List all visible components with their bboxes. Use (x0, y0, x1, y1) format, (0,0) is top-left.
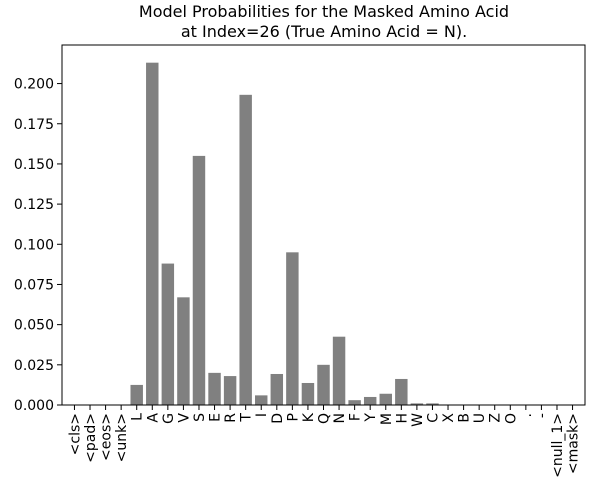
x-tick-label: Q (317, 413, 333, 424)
y-tick-label: 0.175 (14, 117, 54, 133)
bar (379, 393, 392, 405)
x-tick-label: G (161, 413, 177, 424)
bar (270, 373, 284, 405)
x-tick-label: - (534, 413, 550, 418)
plot-frame (61, 44, 586, 406)
x-tick-label: <cls> (67, 413, 83, 455)
x-tick-label: H (394, 413, 410, 424)
x-tick-label: C (425, 413, 441, 423)
bar (161, 263, 175, 405)
bar (317, 364, 330, 405)
x-tick-label: F (348, 413, 364, 421)
y-tick-label: 0.125 (14, 197, 54, 213)
bar (332, 336, 346, 405)
x-tick-label: U (472, 413, 488, 423)
y-tick-label: 0.025 (14, 358, 54, 374)
x-tick-label: R (223, 413, 239, 423)
x-tick-label: I (254, 413, 270, 417)
x-tick-label: B (457, 413, 473, 423)
x-tick-label: <pad> (83, 413, 99, 463)
bar (192, 155, 206, 405)
bar (146, 62, 159, 406)
y-tick-label: 0.150 (14, 157, 54, 173)
x-tick-label: Z (488, 413, 504, 423)
x-tick-label: . (519, 413, 535, 417)
x-tick-label: <unk> (114, 413, 130, 462)
bar (239, 94, 252, 406)
bar (130, 384, 143, 405)
bar (395, 378, 408, 405)
x-tick-label: L (130, 413, 146, 421)
x-tick-label: N (332, 413, 348, 423)
x-tick-label: D (270, 413, 286, 424)
x-tick-label: Y (363, 413, 379, 423)
bar (223, 376, 237, 405)
chart-title: at Index=26 (True Amino Acid = N). (181, 22, 467, 41)
bar (301, 382, 315, 405)
x-tick-label: W (410, 413, 426, 427)
y-tick-label: 0.075 (14, 277, 54, 293)
bar (255, 395, 268, 405)
x-tick-label: V (176, 413, 192, 423)
x-tick-label: T (239, 413, 255, 423)
x-tick-label: O (503, 413, 519, 424)
x-tick-label: A (145, 413, 161, 423)
x-tick-label: <eos> (99, 413, 115, 461)
bar (348, 400, 361, 405)
bar (426, 403, 439, 405)
x-tick-label: <mask> (566, 413, 582, 474)
chart-title: Model Probabilities for the Masked Amino… (139, 2, 509, 21)
x-tick-label: K (301, 412, 317, 422)
bar (208, 372, 221, 405)
x-tick-label: <null_1> (550, 413, 566, 478)
bar (363, 396, 377, 405)
y-tick-label: 0.100 (14, 237, 54, 253)
y-tick-label: 0.050 (14, 318, 54, 334)
x-tick-label: S (192, 413, 208, 422)
x-tick-label: E (208, 413, 224, 422)
bar (286, 252, 299, 405)
x-tick-label: M (379, 413, 395, 425)
bar (177, 297, 190, 405)
x-tick-label: P (285, 413, 301, 421)
x-tick-label: X (441, 413, 457, 423)
y-tick-label: 0.200 (14, 77, 54, 93)
y-tick-label: 0.000 (14, 398, 54, 414)
bar (410, 403, 424, 405)
